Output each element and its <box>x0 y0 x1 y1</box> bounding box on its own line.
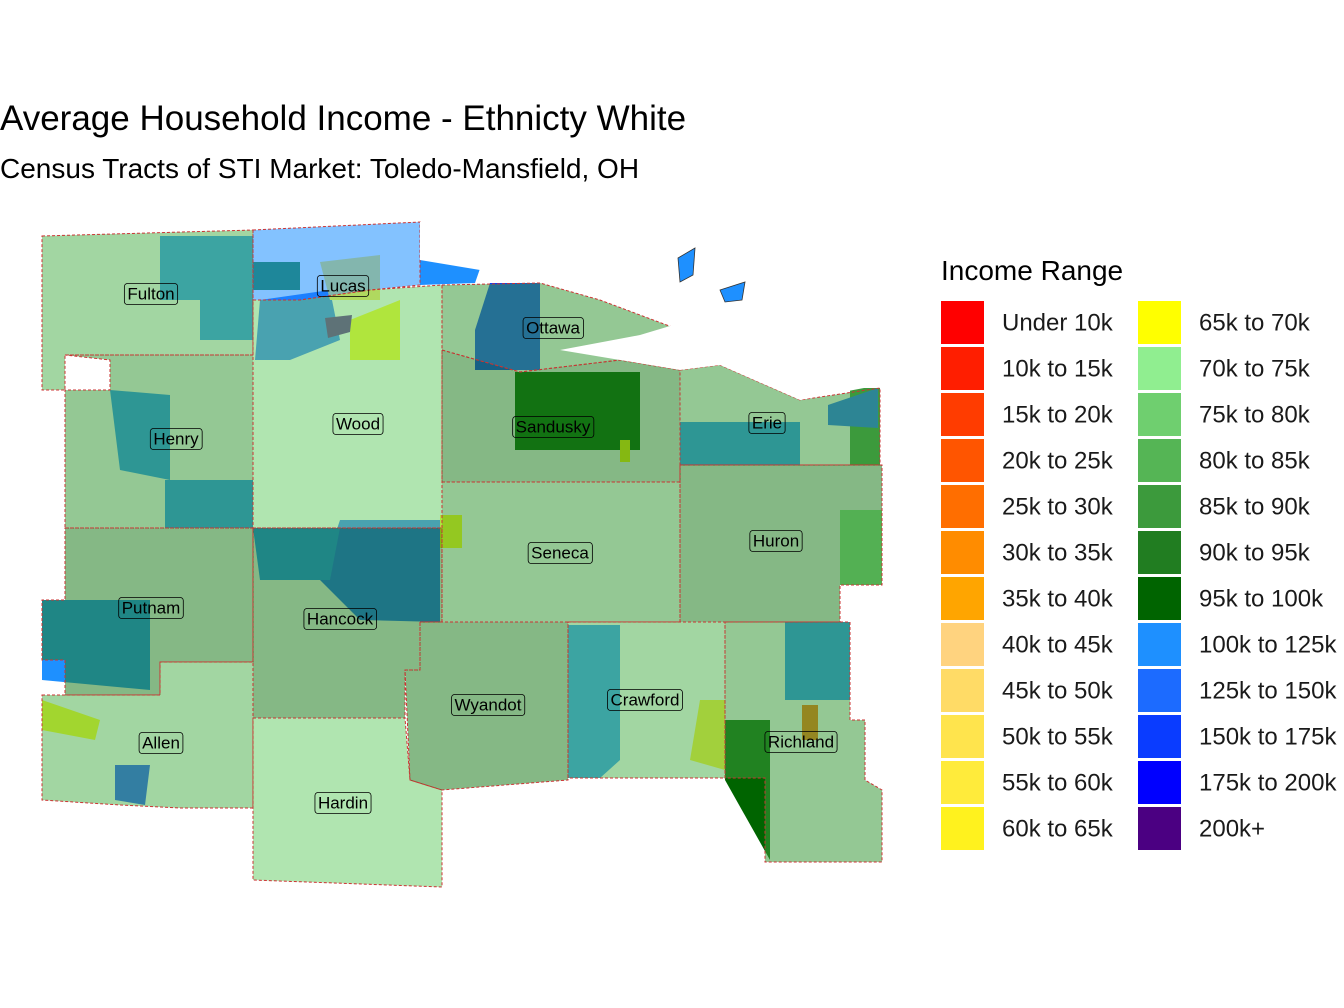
legend-swatch <box>1138 531 1181 574</box>
title: Average Household Income - Ethnicty Whit… <box>0 99 686 138</box>
county <box>441 349 681 483</box>
county-label: Sandusky <box>516 417 591 436</box>
subtitle: Census Tracts of STI Market: Toledo-Mans… <box>0 153 639 184</box>
county-label-box <box>138 732 184 754</box>
county-label: Wyandot <box>455 695 522 714</box>
legend-label: 75k to 80k <box>1199 401 1311 428</box>
legend-swatch <box>941 715 984 758</box>
legend-swatch <box>1138 807 1181 850</box>
legend-label: 80k to 85k <box>1199 447 1311 474</box>
legend-label: 20k to 25k <box>1002 447 1114 474</box>
island <box>677 247 696 283</box>
legend-swatch <box>941 807 984 850</box>
county-label-box <box>527 542 593 564</box>
county <box>64 354 254 529</box>
county-label-box <box>512 416 595 438</box>
legend-swatch <box>1138 393 1181 436</box>
legend-label: 30k to 35k <box>1002 539 1114 566</box>
legend-label: 40k to 45k <box>1002 631 1114 658</box>
legend-swatch <box>941 347 984 390</box>
county <box>724 621 883 863</box>
county-label: Huron <box>753 531 799 550</box>
county-label: Allen <box>142 733 180 752</box>
lake <box>420 218 880 400</box>
legend-title: Income Range <box>941 255 1123 286</box>
legend-label: 100k to 125k <box>1199 631 1337 658</box>
legend-label: 90k to 95k <box>1199 539 1311 566</box>
county <box>404 621 569 791</box>
legend-swatch <box>941 577 984 620</box>
legend-swatch <box>1138 761 1181 804</box>
legend-swatch <box>941 623 984 666</box>
legend-swatch <box>1138 347 1181 390</box>
legend-swatch <box>941 485 984 528</box>
county-label: Crawford <box>611 690 680 709</box>
county-label-box <box>123 283 179 305</box>
legend-label: 25k to 30k <box>1002 493 1114 520</box>
county-label-box <box>118 597 184 619</box>
county-label-box <box>303 608 377 630</box>
county-label-box <box>332 413 384 435</box>
legend-swatch <box>1138 485 1181 528</box>
legend-swatch <box>941 531 984 574</box>
county-label-box <box>748 412 786 434</box>
county-label: Hancock <box>307 609 374 628</box>
legend-swatch <box>1138 439 1181 482</box>
county-label-box <box>451 694 526 716</box>
county-label: Erie <box>752 413 782 432</box>
county-label: Lucas <box>320 276 365 295</box>
legend-label: 15k to 20k <box>1002 401 1114 428</box>
legend-label: 60k to 65k <box>1002 815 1114 842</box>
map-area <box>41 218 883 888</box>
county-label-box <box>314 792 372 814</box>
legend-swatch <box>1138 301 1181 344</box>
county-label-box <box>749 530 803 552</box>
legend-label: 50k to 55k <box>1002 723 1114 750</box>
county-label-box <box>607 689 683 711</box>
legend: Under 10k 10k to 15k 15k to 20k 20k to 25k 2… <box>941 301 1337 850</box>
legend-label: 10k to 15k <box>1002 355 1114 382</box>
legend-label: 70k to 75k <box>1199 355 1311 382</box>
county-label-box <box>522 317 584 339</box>
legend-label: 175k to 200k <box>1199 769 1337 796</box>
county <box>252 284 443 529</box>
legend-swatch <box>941 439 984 482</box>
county-label: Fulton <box>127 284 174 303</box>
legend-swatch <box>941 393 984 436</box>
legend-swatch <box>1138 715 1181 758</box>
legend-label: 65k to 70k <box>1199 309 1311 336</box>
county-label-box <box>316 275 370 297</box>
legend-label: 150k to 175k <box>1199 723 1337 750</box>
legend-swatch <box>941 669 984 712</box>
legend-label: 85k to 90k <box>1199 493 1311 520</box>
county-label: Ottawa <box>526 318 580 337</box>
legend-label: 55k to 60k <box>1002 769 1114 796</box>
legend-label: 200k+ <box>1199 815 1265 842</box>
legend-swatch <box>1138 577 1181 620</box>
county-label: Wood <box>336 414 380 433</box>
legend-label: Under 10k <box>1002 309 1114 336</box>
county-label-box <box>764 731 838 753</box>
legend-swatch <box>1138 669 1181 712</box>
county-label-box <box>149 428 203 450</box>
island <box>719 281 746 303</box>
county-label: Richland <box>768 732 834 751</box>
county-label: Putnam <box>122 598 181 617</box>
legend-swatch <box>941 301 984 344</box>
legend-swatch <box>1138 623 1181 666</box>
legend-label: 125k to 150k <box>1199 677 1337 704</box>
legend-label: 35k to 40k <box>1002 585 1114 612</box>
legend-label: 95k to 100k <box>1199 585 1324 612</box>
county-label: Hardin <box>318 793 368 812</box>
county-label: Seneca <box>531 543 589 562</box>
legend-label: 45k to 50k <box>1002 677 1114 704</box>
county-labels: Fulton Lucas Wood Ottawa Sandusky Erie Henry Hu… <box>118 275 838 814</box>
legend-swatch <box>941 761 984 804</box>
county-label: Henry <box>153 429 199 448</box>
